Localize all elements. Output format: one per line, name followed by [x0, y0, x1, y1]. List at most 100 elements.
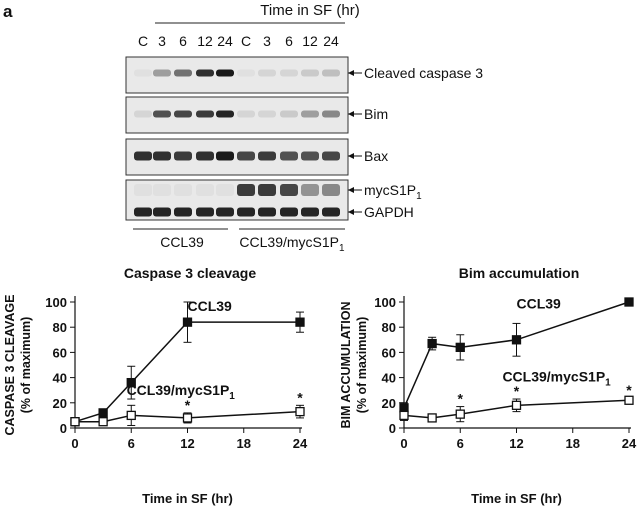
blot-band	[237, 207, 255, 217]
blot-band	[258, 151, 276, 161]
blot-band	[134, 207, 152, 217]
blot-band	[237, 184, 255, 196]
blot-band	[196, 151, 214, 161]
data-point	[70, 417, 80, 427]
western-blot: Time in SF (hr) C 3 6 12 24 C 3 6 12 24 Cleaved c…	[125, 2, 483, 254]
group-label: CCL39/mycS1P1	[239, 234, 345, 254]
significance-star: *	[458, 391, 464, 407]
group-label-main: CCL39/mycS1P	[239, 234, 339, 250]
blot-row-label: Bax	[364, 148, 388, 164]
blot-rows: Cleaved caspase 3 Bim Bax mycS1P1 GAPDH	[125, 56, 483, 221]
blot-band	[134, 151, 152, 161]
y-axis-label-units: (% of maximum)	[355, 317, 369, 414]
blot-band	[280, 151, 298, 161]
blot-band	[301, 207, 319, 217]
blot-band	[237, 110, 255, 118]
blot-band	[196, 110, 214, 118]
series: * * *CCL39/mycS1P1	[399, 368, 634, 423]
lane-label: 24	[217, 33, 233, 49]
blot-band	[134, 184, 152, 196]
chart-title: Bim accumulation	[459, 265, 580, 281]
lane-label: 24	[323, 33, 339, 49]
x-tick-label: 18	[566, 436, 580, 451]
data-point	[98, 417, 108, 427]
lane-label: 3	[158, 33, 166, 49]
y-tick-label: 80	[382, 320, 396, 335]
significance-star: *	[514, 383, 520, 399]
blot-band	[301, 151, 319, 161]
arrow-head	[348, 209, 354, 215]
blot-band	[301, 69, 319, 77]
y-tick-label: 20	[53, 396, 67, 411]
series: CCL39	[70, 298, 305, 427]
data-point	[624, 395, 634, 405]
panel-label: a	[3, 2, 13, 21]
y-tick-label: 0	[60, 421, 67, 436]
blot-band	[216, 110, 234, 118]
blot-band	[280, 69, 298, 77]
chart-title: Caspase 3 cleavage	[124, 265, 257, 281]
data-point	[126, 410, 136, 421]
blot-band	[322, 110, 340, 118]
data-point	[126, 377, 136, 388]
blot-band	[196, 184, 214, 196]
blot-band	[134, 69, 152, 77]
blot-row-label: Bim	[364, 106, 388, 122]
data-point	[511, 400, 522, 410]
blot-band	[153, 110, 171, 118]
series-label-main: CCL39/mycS1P	[127, 382, 230, 398]
data-point	[182, 317, 193, 327]
data-point	[455, 409, 465, 419]
blot-band	[237, 151, 255, 161]
lane-label: 3	[263, 33, 271, 49]
blot-band	[322, 184, 340, 196]
blot-band	[216, 184, 234, 196]
blot-band	[153, 69, 171, 77]
blot-row-label: Cleaved caspase 3	[364, 65, 483, 81]
blot-band	[258, 184, 276, 196]
x-tick-label: 12	[509, 436, 523, 451]
blot-band	[216, 207, 234, 217]
significance-star: *	[626, 382, 632, 398]
y-tick-label: 40	[53, 371, 67, 386]
blot-band	[174, 69, 192, 77]
blot-band	[134, 110, 152, 118]
series: * *CCL39/mycS1P1	[70, 382, 305, 427]
lane-labels: C 3 6 12 24 C 3 6 12 24	[138, 33, 339, 49]
blot-band	[322, 69, 340, 77]
blot-row-label: GAPDH	[364, 204, 414, 220]
blot-band	[196, 69, 214, 77]
x-tick-label: 6	[128, 436, 135, 451]
x-tick-label: 6	[457, 436, 464, 451]
series-label: CCL39/mycS1P1	[127, 382, 236, 402]
y-tick-label: 40	[382, 371, 396, 386]
y-tick-label: 0	[389, 421, 396, 436]
blot-band	[174, 110, 192, 118]
blot-band	[237, 69, 255, 77]
series-label-sub: 1	[229, 391, 235, 402]
blot-header-title: Time in SF (hr)	[260, 2, 359, 19]
x-tick-label: 18	[237, 436, 251, 451]
lane-label: 12	[197, 33, 213, 49]
blot-band	[174, 207, 192, 217]
significance-star: *	[297, 389, 303, 405]
blot-row-label: mycS1P1	[364, 182, 422, 202]
lane-label: C	[138, 33, 148, 49]
data-point	[511, 335, 522, 345]
x-tick-label: 0	[71, 436, 78, 451]
y-axis-label: CASPASE 3 CLEAVAGE	[3, 295, 17, 436]
series-label-main: CCL39/mycS1P	[502, 368, 605, 384]
data-point	[295, 406, 305, 417]
blot-band	[153, 184, 171, 196]
data-point	[455, 342, 465, 353]
blot-band	[280, 184, 298, 196]
blot-band	[322, 207, 340, 217]
x-tick-label: 12	[180, 436, 194, 451]
caspase3-chart: Caspase 3 cleavage 0 20 40 60 80 100 0 6 12 18 24 Ti…	[3, 265, 308, 506]
blot-band	[258, 110, 276, 118]
blot-band	[174, 151, 192, 161]
blot-band	[258, 207, 276, 217]
x-tick-label: 0	[400, 436, 407, 451]
x-axis-label: Time in SF (hr)	[142, 491, 233, 506]
